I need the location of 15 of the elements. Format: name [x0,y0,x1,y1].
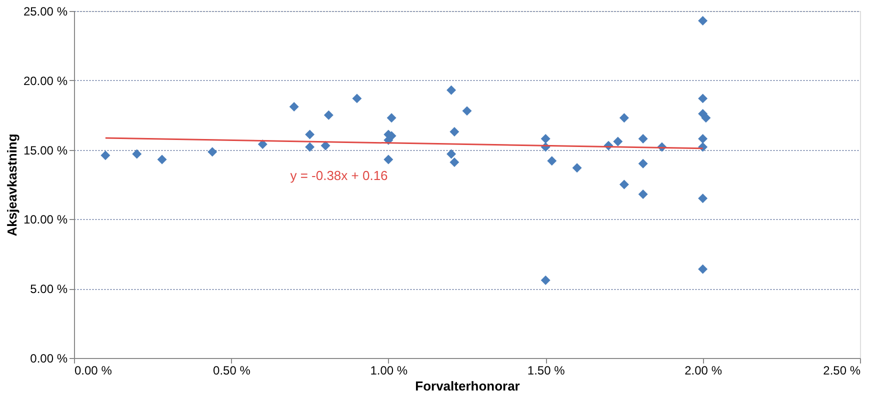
y-axis-title: Aksjeavkastning [4,134,20,236]
x-tick-label: 2.00 % [684,364,722,378]
x-axis-title: Forvalterhonorar [415,378,520,394]
x-tick-label: 2.50 % [823,364,861,378]
y-tick-label: 5.00 % [30,282,68,296]
y-tick-label: 0.00 % [30,352,68,366]
y-tick-label: 10.00 % [23,212,68,227]
annotation: y = -0.38x + 0.16 [290,168,388,183]
y-tick-label: 15.00 % [23,143,68,158]
y-tick-label: 25.00 % [23,4,68,18]
x-tick-label: 0.00 % [74,364,112,378]
x-tick-label: 1.00 % [370,364,408,378]
y-tick-label: 20.00 % [23,74,68,88]
x-tick-label: 1.50 % [527,364,566,378]
x-tick-label: 0.50 % [213,364,251,378]
